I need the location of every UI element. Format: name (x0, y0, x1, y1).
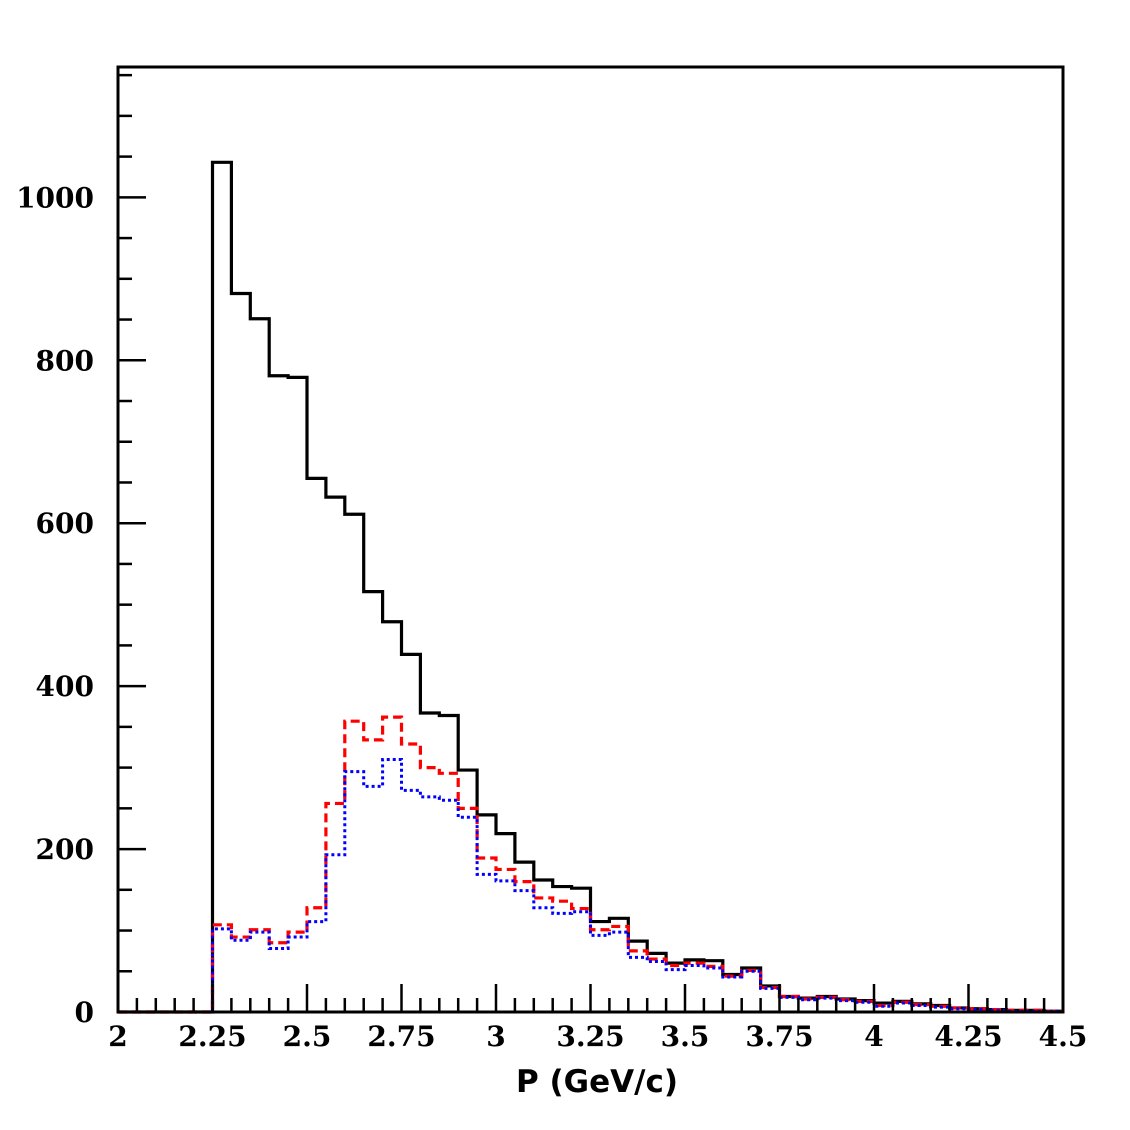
series-solid-line (118, 160, 1063, 1014)
ticks-layer (116, 73, 1065, 1014)
x-tick-label: 3.75 (745, 1020, 813, 1053)
x-tick-label: 3.25 (556, 1020, 624, 1053)
y-tick-label: 400 (36, 670, 94, 703)
plot-frame (116, 65, 1065, 1014)
x-tick-label: 2.75 (367, 1020, 435, 1053)
y-tick-label: 600 (36, 507, 94, 540)
labels-layer: 0 200 400 600 800 1000 2 2.25 2.5 2.75 3 3.25 3.5 3.7… (16, 181, 1087, 1053)
x-tick-label: 3 (486, 1020, 505, 1053)
x-tick-label: 2 (108, 1020, 127, 1053)
x-axis-title: P (GeV/c) (516, 1064, 678, 1100)
y-tick-label: 1000 (16, 181, 94, 214)
y-tick-label: 200 (36, 833, 94, 866)
x-tick-label: 3.5 (661, 1020, 710, 1053)
x-tick-label: 2.25 (178, 1020, 246, 1053)
series-dashed-line (118, 715, 1063, 1014)
x-tick-label: 4.25 (934, 1020, 1002, 1053)
y-tick-label: 800 (36, 344, 94, 377)
x-tick-label: 2.5 (283, 1020, 332, 1053)
x-tick-label: 4.5 (1039, 1020, 1088, 1053)
x-tick-label: 4 (864, 1020, 883, 1053)
y-tick-label: 0 (75, 996, 94, 1029)
